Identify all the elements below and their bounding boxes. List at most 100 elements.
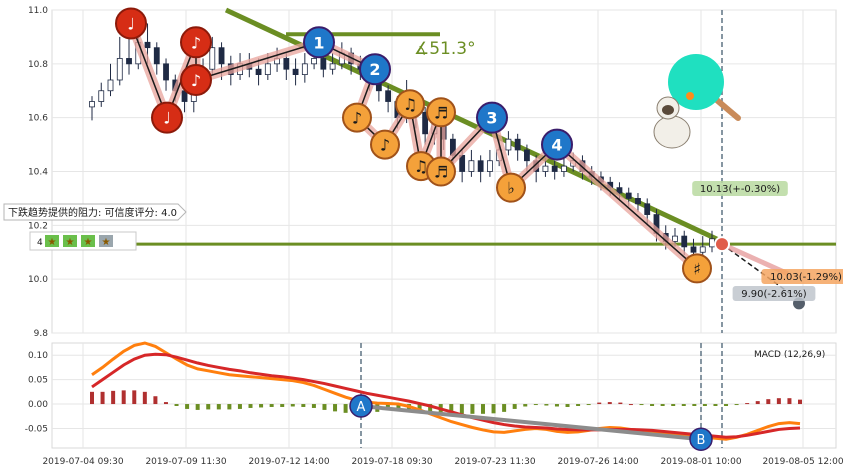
candle-body bbox=[385, 90, 392, 102]
pattern-point-label: ♪ bbox=[191, 71, 201, 90]
macd-y-tick-label: 0.05 bbox=[28, 376, 48, 386]
macd-y-tick-label: 0.10 bbox=[28, 351, 48, 361]
macd-histogram-bar bbox=[533, 404, 538, 406]
price-y-tick-label: 10.2 bbox=[28, 221, 48, 231]
macd-histogram-bar bbox=[174, 404, 179, 406]
pattern-point-marker bbox=[426, 156, 456, 187]
dog-body-icon bbox=[653, 115, 691, 149]
candle-body bbox=[514, 138, 521, 151]
candle-body bbox=[209, 47, 216, 70]
macd-histogram-bar bbox=[671, 404, 676, 406]
candle-body bbox=[292, 68, 299, 76]
candle-body bbox=[153, 47, 160, 65]
candle-body bbox=[107, 79, 114, 92]
price-y-tick-label: 10.8 bbox=[28, 60, 48, 70]
macd-histogram-bar bbox=[702, 404, 707, 406]
macd-histogram-bar bbox=[90, 391, 94, 405]
macd-histogram-bar bbox=[491, 404, 496, 414]
macd-histogram-bar bbox=[185, 404, 190, 409]
macd-histogram-bar bbox=[142, 391, 147, 405]
macd-histogram-bar bbox=[713, 404, 718, 406]
divergence-marker bbox=[689, 427, 713, 451]
macd-histogram-bar bbox=[787, 398, 792, 405]
price-y-tick-label: 10.6 bbox=[28, 114, 48, 124]
pattern-point-label: ♫ bbox=[414, 157, 428, 176]
macd-histogram-bar bbox=[576, 404, 581, 406]
candle-body bbox=[144, 41, 151, 49]
macd-histogram-bar bbox=[237, 404, 242, 409]
macd-histogram-bar bbox=[607, 402, 612, 405]
pattern-point-label: 2 bbox=[369, 60, 380, 79]
pattern-point-label: ♬ bbox=[434, 103, 448, 122]
pattern-point-marker bbox=[395, 89, 425, 120]
macd-histogram-bar bbox=[333, 404, 338, 412]
pattern-point-label: ♪ bbox=[380, 136, 390, 155]
macd-histogram-bar bbox=[523, 404, 528, 407]
candle-body bbox=[644, 203, 651, 215]
macd-y-tick-label: -0.05 bbox=[25, 424, 48, 434]
macd-histogram-bar bbox=[311, 404, 316, 408]
macd-histogram-bar bbox=[132, 390, 137, 405]
pattern-point-marker bbox=[496, 172, 526, 203]
macd-histogram-bar bbox=[798, 399, 802, 405]
price-y-tick-label: 10.4 bbox=[28, 168, 48, 178]
candle-body bbox=[551, 165, 558, 172]
macd-histogram-bar bbox=[280, 404, 285, 407]
macd-histogram-bar bbox=[322, 404, 327, 410]
rating-star-box bbox=[63, 235, 77, 247]
pattern-point-marker bbox=[303, 26, 335, 59]
macd-histogram-bar bbox=[449, 404, 454, 414]
zigzag-line bbox=[130, 23, 698, 269]
candle-body bbox=[301, 63, 308, 75]
macd-histogram-bar bbox=[639, 404, 644, 406]
macd-histogram-bar bbox=[417, 404, 422, 411]
macd-histogram-bar bbox=[470, 404, 475, 414]
pattern-point-marker bbox=[541, 128, 573, 161]
candle-body bbox=[89, 101, 95, 108]
pattern-point-marker bbox=[151, 101, 183, 134]
forecast-label-box bbox=[761, 269, 843, 284]
x-tick-label: 2019-07-09 11:30 bbox=[145, 457, 226, 467]
forecast-path-mid bbox=[720, 241, 790, 277]
macd-histogram-bar bbox=[269, 404, 274, 407]
price-y-tick-label: 10.0 bbox=[28, 275, 48, 285]
forecast-label-box bbox=[692, 181, 788, 196]
macd-histogram-bar bbox=[396, 404, 401, 409]
macd-histogram-bar bbox=[618, 402, 623, 405]
macd-histogram-bar bbox=[480, 404, 485, 414]
x-tick-label: 2019-07-23 11:30 bbox=[454, 457, 535, 467]
macd-histogram-bar bbox=[766, 399, 771, 405]
macd-divergence-line bbox=[360, 404, 702, 442]
x-tick-label: 2019-07-12 14:00 bbox=[248, 457, 329, 467]
divergence-marker bbox=[349, 394, 373, 418]
pattern-point-label: 3 bbox=[486, 109, 497, 128]
divergence-marker-label: A bbox=[357, 400, 366, 415]
macd-histogram-bar bbox=[586, 404, 591, 406]
pattern-point-label: ♩ bbox=[163, 109, 171, 128]
dog-face-icon bbox=[662, 105, 674, 115]
candle-body bbox=[542, 165, 549, 172]
pattern-point-marker bbox=[180, 63, 212, 96]
candle-body bbox=[163, 63, 169, 81]
candle-body bbox=[616, 187, 623, 194]
pattern-point-marker bbox=[180, 26, 212, 59]
macd-histogram-bar bbox=[724, 404, 729, 406]
macd-label: MACD (12,26,9) bbox=[754, 350, 825, 360]
macd-histogram-bar bbox=[554, 404, 559, 407]
pattern-point-marker bbox=[476, 101, 508, 134]
forecast-label: 10.13(+-0.30%) bbox=[700, 184, 780, 195]
macd-histogram-bar bbox=[544, 404, 549, 406]
pattern-point-marker bbox=[682, 253, 712, 284]
macd-histogram-bar bbox=[628, 404, 633, 406]
macd-histogram-bar bbox=[290, 404, 295, 407]
macd-histogram-bar bbox=[301, 404, 306, 407]
rating-star-box bbox=[81, 235, 95, 247]
candle-body bbox=[468, 160, 475, 172]
x-tick-label: 2019-07-18 09:30 bbox=[351, 457, 432, 467]
candle-body bbox=[283, 58, 290, 70]
macd-histogram-bar bbox=[692, 404, 697, 406]
macd-line bbox=[91, 341, 801, 441]
pattern-point-label: ♯ bbox=[693, 259, 701, 278]
candle-body bbox=[126, 58, 132, 65]
macd-histogram-bar bbox=[428, 404, 433, 412]
